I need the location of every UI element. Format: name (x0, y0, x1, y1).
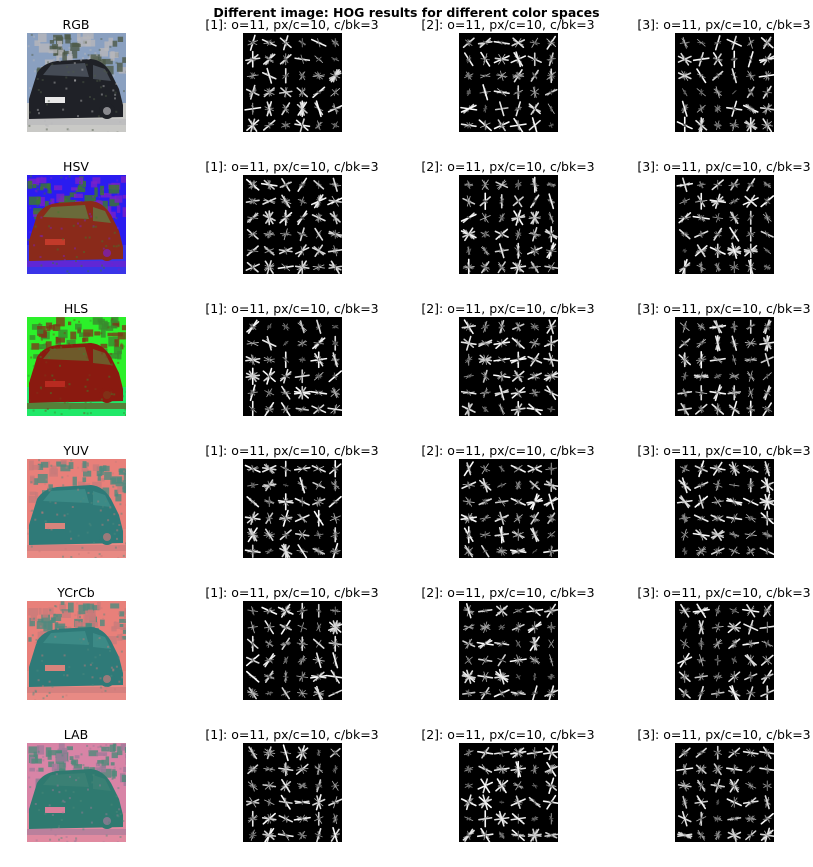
hog-channel-title: [1]: o=11, px/c=10, c/bk=3 (205, 17, 379, 32)
color-space-image (27, 175, 126, 274)
hog-visualization (243, 317, 342, 416)
hog-visualization (675, 743, 774, 842)
hog-channel-title: [3]: o=11, px/c=10, c/bk=3 (637, 585, 811, 600)
hog-visualization (243, 175, 342, 274)
color-space-image (27, 601, 126, 700)
hog-channel-title: [3]: o=11, px/c=10, c/bk=3 (637, 301, 811, 316)
color-space-image (27, 317, 126, 416)
color-space-image (27, 33, 126, 132)
hog-visualization (675, 317, 774, 416)
hog-channel-title: [2]: o=11, px/c=10, c/bk=3 (421, 443, 595, 458)
color-space-label: RGB (62, 17, 90, 32)
hog-channel-title: [2]: o=11, px/c=10, c/bk=3 (421, 585, 595, 600)
hog-visualization (243, 33, 342, 132)
hog-channel-title: [3]: o=11, px/c=10, c/bk=3 (637, 727, 811, 742)
hog-visualization (243, 459, 342, 558)
hog-visualization (459, 175, 558, 274)
hog-channel-title: [1]: o=11, px/c=10, c/bk=3 (205, 301, 379, 316)
hog-channel-title: [1]: o=11, px/c=10, c/bk=3 (205, 585, 379, 600)
color-space-label: LAB (63, 727, 89, 742)
hog-visualization (675, 33, 774, 132)
color-space-label: HLS (63, 301, 89, 316)
hog-channel-title: [1]: o=11, px/c=10, c/bk=3 (205, 159, 379, 174)
color-space-label: HSV (63, 159, 89, 174)
hog-visualization (675, 459, 774, 558)
hog-channel-title: [3]: o=11, px/c=10, c/bk=3 (637, 17, 811, 32)
hog-visualization (675, 601, 774, 700)
color-space-image (27, 743, 126, 842)
hog-channel-title: [2]: o=11, px/c=10, c/bk=3 (421, 301, 595, 316)
hog-visualization (243, 601, 342, 700)
hog-channel-title: [2]: o=11, px/c=10, c/bk=3 (421, 17, 595, 32)
hog-visualization (459, 743, 558, 842)
hog-channel-title: [2]: o=11, px/c=10, c/bk=3 (421, 727, 595, 742)
hog-visualization (459, 317, 558, 416)
hog-channel-title: [3]: o=11, px/c=10, c/bk=3 (637, 159, 811, 174)
hog-channel-title: [2]: o=11, px/c=10, c/bk=3 (421, 159, 595, 174)
hog-visualization (675, 175, 774, 274)
hog-channel-title: [1]: o=11, px/c=10, c/bk=3 (205, 443, 379, 458)
hog-visualization (459, 33, 558, 132)
hog-visualization (243, 743, 342, 842)
color-space-label: YCrCb (57, 585, 95, 600)
hog-visualization (459, 601, 558, 700)
hog-channel-title: [3]: o=11, px/c=10, c/bk=3 (637, 443, 811, 458)
hog-visualization (459, 459, 558, 558)
hog-channel-title: [1]: o=11, px/c=10, c/bk=3 (205, 727, 379, 742)
color-space-image (27, 459, 126, 558)
figure-title: Different image: HOG results for differe… (213, 5, 600, 20)
color-space-label: YUV (63, 443, 89, 458)
